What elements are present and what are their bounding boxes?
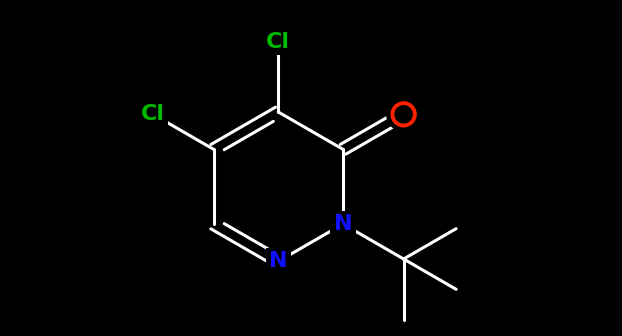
Text: N: N: [334, 214, 352, 234]
Circle shape: [387, 97, 420, 131]
Text: Cl: Cl: [141, 104, 165, 124]
Text: Cl: Cl: [266, 32, 290, 52]
Text: N: N: [269, 251, 287, 271]
